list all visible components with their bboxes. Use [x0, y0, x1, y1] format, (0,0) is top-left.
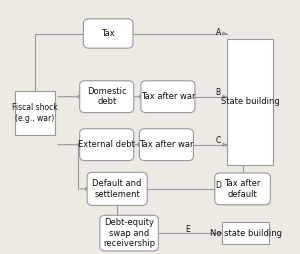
Text: Tax: Tax	[101, 29, 115, 38]
FancyBboxPatch shape	[100, 215, 158, 251]
Text: No state building: No state building	[210, 229, 282, 237]
FancyBboxPatch shape	[80, 129, 134, 161]
FancyBboxPatch shape	[87, 172, 147, 205]
FancyBboxPatch shape	[227, 39, 273, 165]
Text: A: A	[216, 28, 221, 37]
FancyBboxPatch shape	[83, 19, 133, 48]
Text: Tax after war: Tax after war	[139, 140, 194, 149]
Text: Default and
settlement: Default and settlement	[92, 179, 142, 199]
Text: Domestic
debt: Domestic debt	[87, 87, 127, 106]
Text: External debt: External debt	[78, 140, 135, 149]
Text: B: B	[216, 88, 221, 97]
Text: C: C	[216, 136, 221, 145]
Text: E: E	[185, 225, 190, 234]
FancyBboxPatch shape	[80, 81, 134, 113]
Text: Fiscal shock
(e.g., war): Fiscal shock (e.g., war)	[12, 103, 58, 123]
Text: Tax after
default: Tax after default	[224, 179, 261, 199]
Text: Tax after war: Tax after war	[141, 92, 195, 101]
FancyBboxPatch shape	[222, 222, 269, 244]
Text: Debt-equity
swap and
receivership: Debt-equity swap and receivership	[103, 218, 155, 248]
FancyBboxPatch shape	[141, 81, 195, 113]
Text: D: D	[216, 181, 222, 189]
FancyBboxPatch shape	[215, 173, 270, 205]
FancyBboxPatch shape	[140, 129, 194, 161]
Text: State building: State building	[221, 97, 279, 106]
FancyBboxPatch shape	[15, 91, 55, 135]
